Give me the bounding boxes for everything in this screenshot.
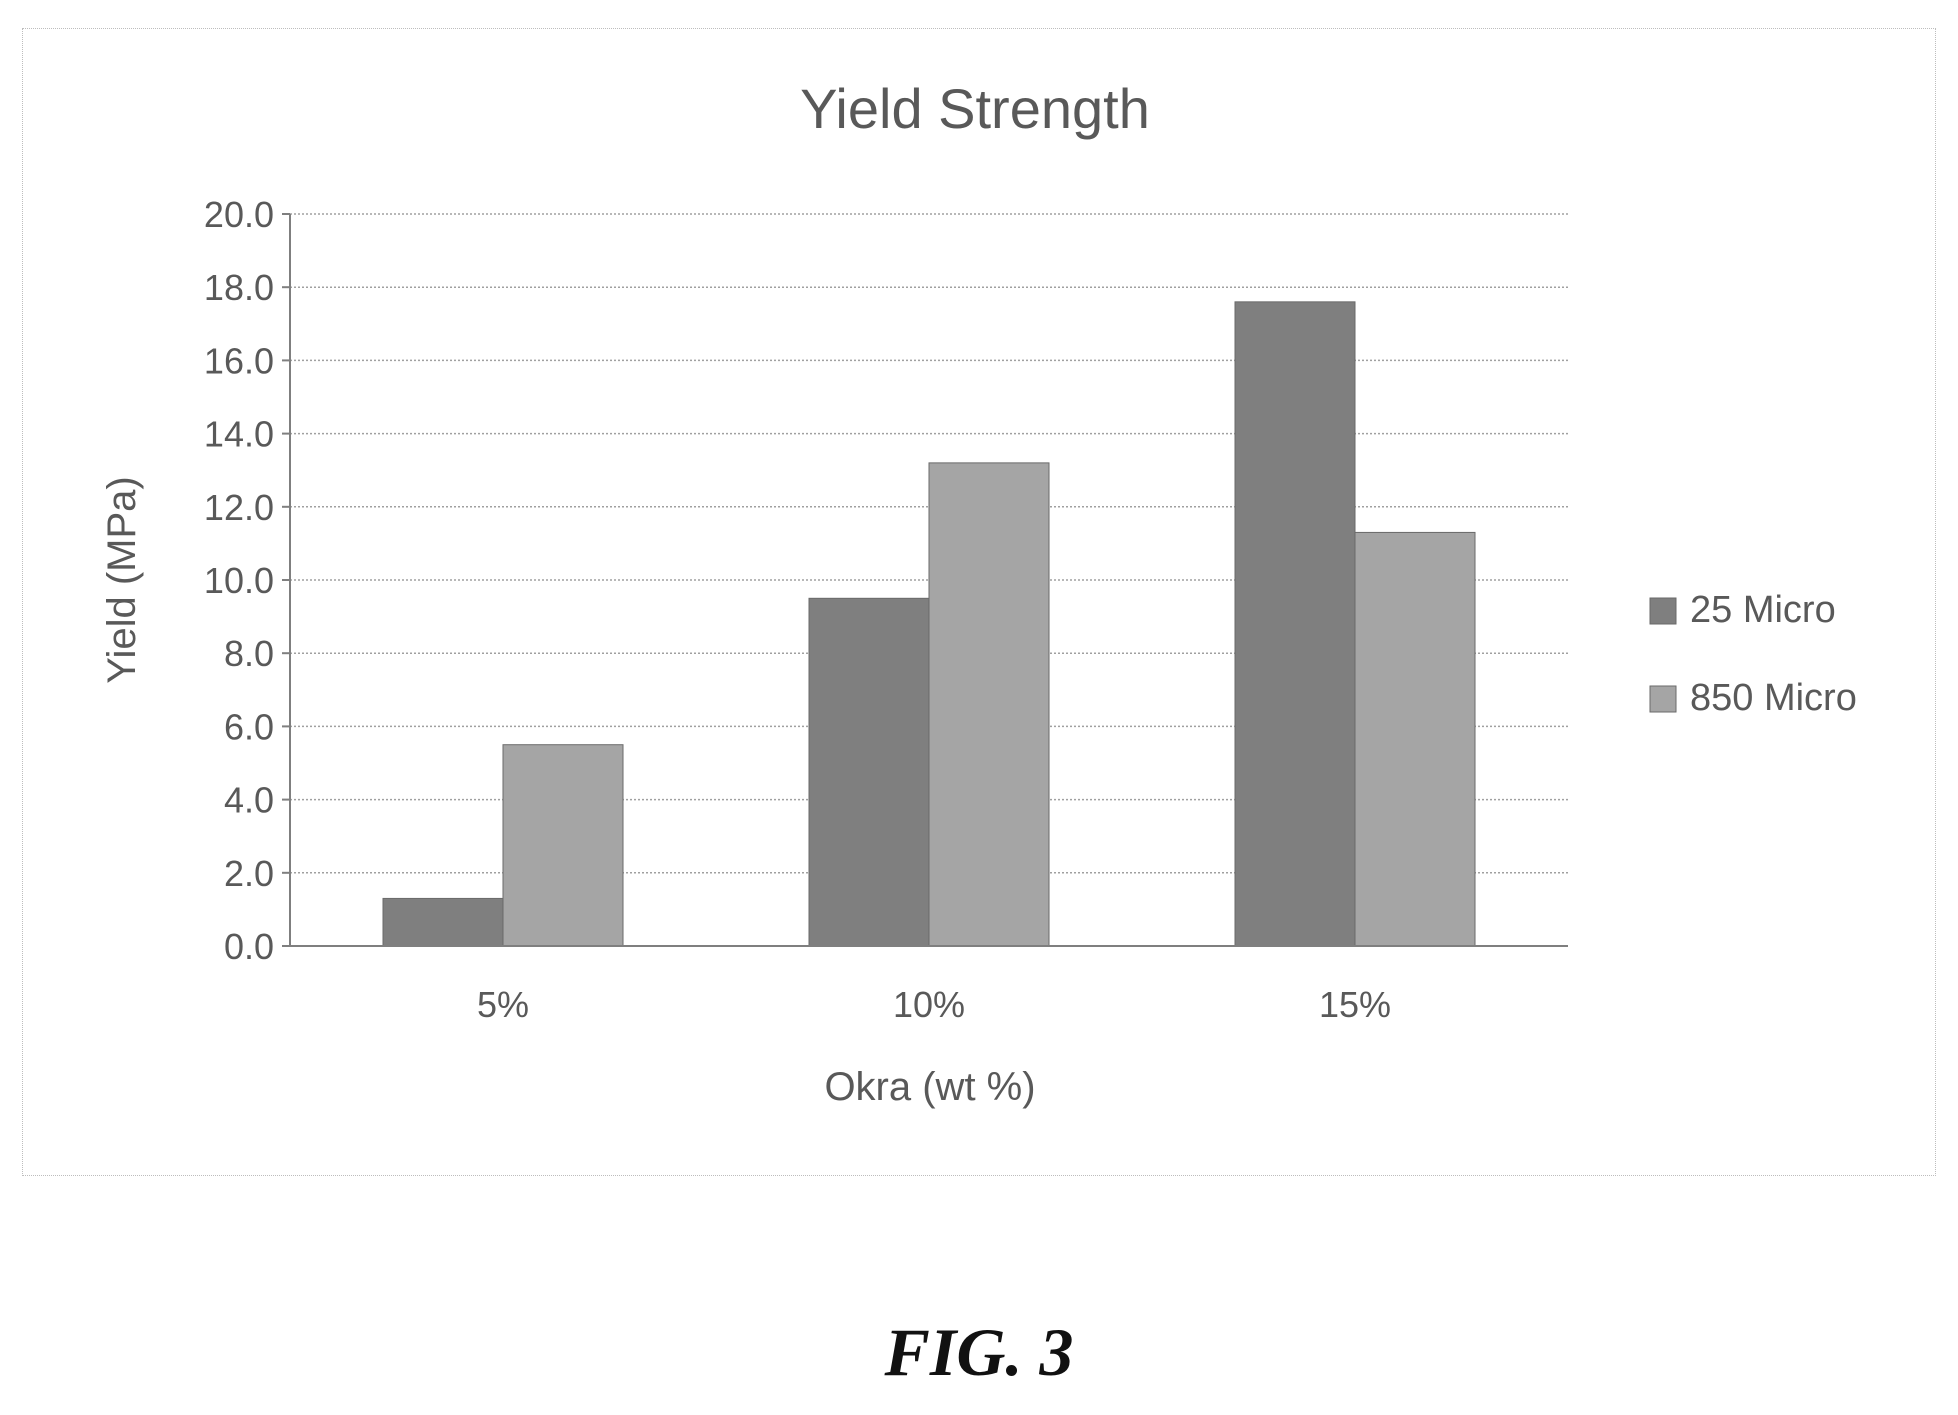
y-tick-label: 10.0 [204, 560, 274, 601]
figure-caption: FIG. 3 [884, 1314, 1074, 1390]
y-tick-label: 0.0 [224, 926, 274, 967]
x-tick-label: 15% [1319, 984, 1391, 1025]
y-tick-label: 8.0 [224, 633, 274, 674]
y-tick-label: 16.0 [204, 340, 274, 381]
legend-label: 25 Micro [1690, 589, 1836, 631]
y-tick-label: 2.0 [224, 853, 274, 894]
x-tick-label: 5% [477, 984, 529, 1025]
legend-swatch [1649, 597, 1677, 625]
y-tick-label: 18.0 [204, 267, 274, 308]
legend-label: 850 Micro [1690, 677, 1857, 719]
bar-850-micro-5pct [502, 744, 624, 947]
y-tick-label: 14.0 [204, 414, 274, 455]
y-axis-label: Yield (MPa) [100, 476, 144, 683]
chart-title: Yield Strength [800, 77, 1150, 140]
y-tick-label: 6.0 [224, 706, 274, 747]
y-tick-label: 20.0 [204, 194, 274, 235]
chart-frame [22, 28, 1936, 1176]
bar-25-micro-10pct [808, 597, 930, 947]
legend: 25 Micro 850 Micro [1649, 589, 1857, 719]
x-axis-tick-labels: 5% 10% 15% [477, 984, 1391, 1025]
bar-850-micro-15pct [1354, 531, 1476, 947]
bar-25-micro-5pct [382, 897, 504, 947]
bar-25-micro-15pct [1234, 301, 1356, 947]
bar-850-micro-10pct [928, 462, 1050, 947]
x-axis-label: Okra (wt %) [824, 1065, 1035, 1109]
bars [382, 301, 1476, 947]
y-tick-label: 4.0 [224, 780, 274, 821]
yield-strength-chart: Yield Strength 0.0 2.0 4.0 6.0 8.0 10.0 12.0 14… [100, 77, 1857, 1109]
y-axis-tick-labels: 0.0 2.0 4.0 6.0 8.0 10.0 12.0 14.0 16.0 18.0 20.0 [204, 194, 290, 967]
x-tick-label: 10% [893, 984, 965, 1025]
y-tick-label: 12.0 [204, 487, 274, 528]
legend-swatch [1649, 685, 1677, 713]
